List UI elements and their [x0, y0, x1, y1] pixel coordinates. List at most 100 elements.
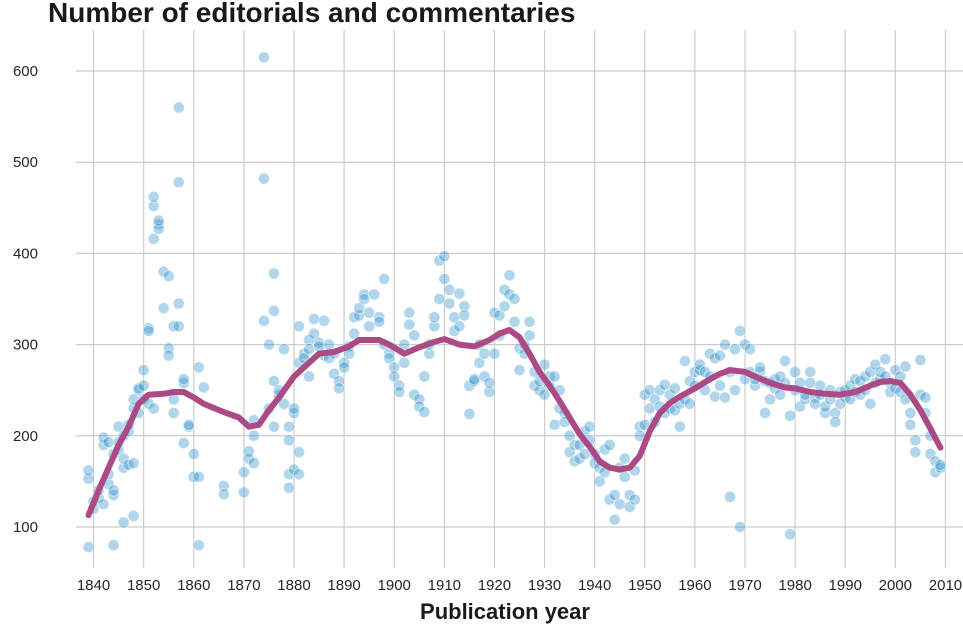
data-point: [277, 343, 290, 356]
data-point: [267, 267, 280, 280]
data-point: [107, 539, 120, 552]
data-point: [267, 420, 280, 433]
data-point: [914, 354, 927, 367]
data-point: [393, 379, 406, 392]
data-point: [147, 402, 160, 415]
data-point: [548, 418, 561, 431]
data-point: [147, 190, 160, 203]
data-point: [403, 318, 416, 331]
data-point: [303, 343, 316, 356]
data-point: [703, 347, 716, 360]
data-point: [508, 292, 521, 305]
data-point: [152, 218, 165, 231]
data-point: [82, 541, 95, 554]
data-point: [864, 397, 877, 410]
data-point: [267, 375, 280, 388]
data-point: [899, 360, 912, 373]
data-point: [683, 375, 696, 388]
data-point: [668, 382, 681, 395]
data-point: [448, 324, 461, 337]
data-point: [187, 470, 200, 483]
data-point: [187, 448, 200, 461]
data-point: [282, 434, 295, 447]
data-point: [443, 297, 456, 310]
data-point: [373, 311, 386, 324]
data-point: [167, 406, 180, 419]
data-point: [764, 393, 777, 406]
x-tick-label: 1910: [428, 577, 461, 594]
data-point: [598, 443, 611, 456]
data-point: [408, 329, 421, 342]
data-point: [192, 539, 205, 552]
data-point: [613, 498, 626, 511]
data-point: [468, 373, 481, 386]
y-tick-label: 600: [13, 63, 38, 80]
data-point: [172, 320, 185, 333]
data-point: [177, 437, 190, 450]
data-point: [463, 407, 476, 420]
x-tick-label: 1900: [378, 577, 411, 594]
data-point: [498, 300, 511, 313]
data-point: [182, 418, 195, 431]
x-tick-label: 1890: [327, 577, 360, 594]
data-point: [728, 384, 741, 397]
data-point: [733, 324, 746, 337]
data-point: [774, 370, 787, 383]
data-point: [453, 287, 466, 300]
data-point: [563, 429, 576, 442]
data-point: [934, 458, 947, 471]
data-point: [804, 365, 817, 378]
data-point: [804, 376, 817, 389]
data-point: [282, 420, 295, 433]
data-point: [197, 381, 210, 394]
trend-line-layer: [85, 327, 944, 519]
data-point: [814, 379, 827, 392]
data-point: [483, 376, 496, 389]
data-point: [247, 429, 260, 442]
data-point: [388, 361, 401, 374]
data-point: [488, 347, 501, 360]
data-point: [643, 384, 656, 397]
data-point: [237, 486, 250, 499]
data-point: [82, 464, 95, 477]
data-point: [789, 365, 802, 378]
data-point: [428, 311, 441, 324]
data-point: [533, 384, 546, 397]
data-point: [538, 388, 551, 401]
data-point: [463, 379, 476, 392]
x-tick-label: 1970: [728, 577, 761, 594]
data-point: [257, 172, 270, 185]
data-point: [784, 528, 797, 541]
data-point: [433, 292, 446, 305]
chart-title: Number of editorials and commentaries: [48, 0, 575, 28]
data-point: [498, 283, 511, 296]
data-point: [713, 379, 726, 392]
data-point: [403, 306, 416, 319]
y-tick-label: 500: [13, 154, 38, 171]
data-point: [167, 320, 180, 333]
data-point: [443, 283, 456, 296]
data-point: [303, 334, 316, 347]
data-point: [293, 468, 306, 481]
data-point: [147, 199, 160, 212]
data-point: [303, 370, 316, 383]
data-point: [909, 446, 922, 459]
gridlines: [76, 30, 963, 568]
data-point: [608, 513, 621, 526]
x-tick-label: 1930: [528, 577, 561, 594]
data-point: [478, 347, 491, 360]
data-point: [678, 355, 691, 368]
data-point: [293, 320, 306, 333]
x-tick-label: 2000: [879, 577, 912, 594]
data-point: [287, 402, 300, 415]
data-point: [142, 322, 155, 335]
data-point: [162, 270, 175, 283]
data-point: [142, 324, 155, 337]
data-point: [418, 370, 431, 383]
data-point: [97, 431, 110, 444]
data-point: [353, 302, 366, 315]
data-point: [282, 468, 295, 481]
data-point: [578, 448, 591, 461]
data-point: [267, 304, 280, 317]
data-point: [834, 397, 847, 410]
